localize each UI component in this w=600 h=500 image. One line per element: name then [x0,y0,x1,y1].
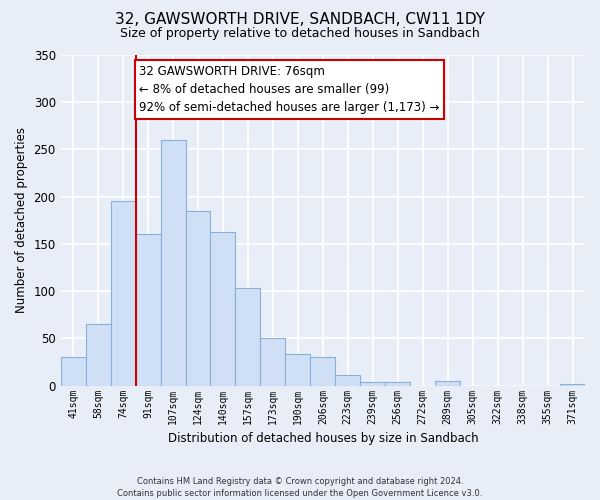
Text: 32 GAWSWORTH DRIVE: 76sqm
← 8% of detached houses are smaller (99)
92% of semi-d: 32 GAWSWORTH DRIVE: 76sqm ← 8% of detach… [139,65,440,114]
Bar [161,140,185,386]
Bar [61,358,86,386]
X-axis label: Distribution of detached houses by size in Sandbach: Distribution of detached houses by size … [167,432,478,445]
Text: Contains HM Land Registry data © Crown copyright and database right 2024.
Contai: Contains HM Land Registry data © Crown c… [118,476,482,498]
Bar [310,358,335,386]
Bar [211,232,235,386]
Bar [335,375,360,386]
Text: 32, GAWSWORTH DRIVE, SANDBACH, CW11 1DY: 32, GAWSWORTH DRIVE, SANDBACH, CW11 1DY [115,12,485,28]
Bar [86,324,110,386]
Y-axis label: Number of detached properties: Number of detached properties [15,128,28,314]
Bar [235,288,260,386]
Bar [286,354,310,386]
Bar [136,234,161,386]
Bar [385,382,410,386]
Bar [185,211,211,386]
Bar [560,384,585,386]
Text: Size of property relative to detached houses in Sandbach: Size of property relative to detached ho… [120,28,480,40]
Bar [110,202,136,386]
Bar [435,381,460,386]
Bar [360,382,385,386]
Bar [260,338,286,386]
